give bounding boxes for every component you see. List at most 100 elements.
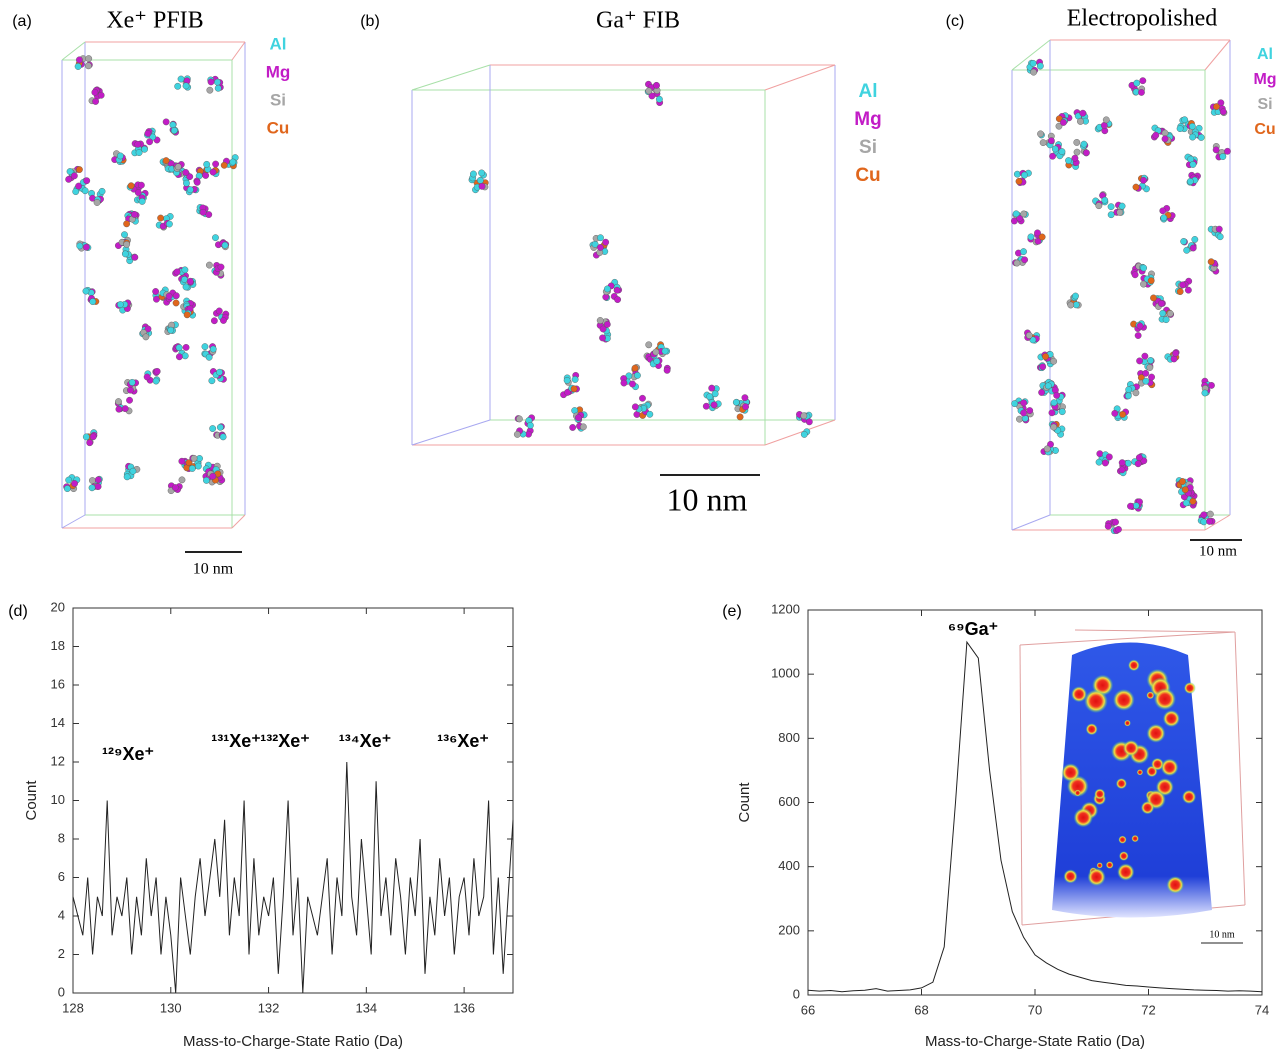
atom — [1051, 145, 1059, 153]
atom — [564, 388, 571, 396]
atom — [1065, 157, 1072, 164]
atom — [209, 472, 217, 480]
box-edge — [764, 419, 836, 446]
peak-annotation: ¹³¹Xe⁺ — [211, 731, 261, 751]
atom — [1060, 119, 1067, 126]
atom — [144, 130, 152, 137]
solute-cluster — [1027, 229, 1046, 246]
atom — [1011, 400, 1019, 408]
atom — [631, 364, 639, 372]
peak-annotation: ¹³⁶Xe⁺ — [437, 731, 489, 751]
atom — [153, 295, 160, 303]
atom — [216, 423, 224, 431]
atom — [800, 431, 808, 438]
atom — [663, 366, 671, 374]
atom — [1034, 229, 1041, 237]
atom — [1179, 281, 1187, 289]
x-tick-label: 134 — [355, 1000, 377, 1015]
solute-cluster — [1055, 112, 1073, 130]
solute-cluster — [560, 371, 580, 399]
atom — [800, 412, 808, 420]
atom — [1118, 466, 1126, 474]
inset-hotspot — [1166, 876, 1185, 894]
atom — [143, 373, 151, 381]
atom — [92, 98, 99, 105]
y-tick-label: 12 — [51, 753, 65, 768]
atom — [1124, 392, 1132, 400]
atom — [128, 379, 136, 386]
inset-map — [1019, 629, 1246, 926]
atom — [1188, 123, 1196, 130]
atom — [142, 333, 150, 341]
atom — [181, 352, 189, 360]
atom — [741, 394, 749, 402]
solute-cluster — [183, 301, 196, 319]
solute-cluster — [72, 177, 91, 196]
atom — [215, 307, 223, 315]
solute-cluster — [88, 187, 106, 206]
atom — [602, 238, 610, 246]
atom — [579, 423, 587, 431]
y-tick-label: 400 — [778, 858, 800, 873]
atom — [1181, 116, 1189, 124]
atom — [603, 320, 611, 328]
atom — [193, 178, 201, 186]
solute-cluster — [1104, 518, 1122, 535]
atom — [98, 187, 106, 195]
legend-label: Si — [859, 137, 877, 158]
solute-cluster — [1012, 248, 1029, 267]
inset-hotspot — [1087, 867, 1106, 887]
atom — [127, 386, 134, 394]
atom — [620, 379, 628, 387]
atom — [70, 172, 78, 180]
solute-cluster — [602, 278, 623, 303]
y-tick-label: 8 — [58, 830, 65, 845]
atom — [97, 91, 105, 99]
peak-annotation: ¹³⁴Xe⁺ — [339, 731, 391, 751]
atom — [1116, 208, 1124, 216]
solute-cluster — [180, 276, 197, 291]
atom — [172, 299, 180, 307]
atom — [165, 292, 173, 300]
atom — [1112, 518, 1119, 526]
panel-title: Ga⁺ FIB — [596, 8, 680, 34]
atom — [214, 84, 222, 92]
atom — [1096, 450, 1104, 458]
atom — [597, 234, 604, 242]
atom — [1159, 207, 1167, 215]
solute-cluster — [1049, 141, 1066, 160]
solute-cluster — [1201, 377, 1215, 397]
box-edge — [61, 514, 86, 529]
y-tick-label: 14 — [51, 715, 65, 730]
atom — [1072, 292, 1079, 300]
legend-label: Cu — [855, 165, 880, 186]
x-tick-label: 130 — [160, 1000, 182, 1015]
atom — [83, 243, 90, 251]
atom — [138, 198, 146, 205]
atom — [652, 348, 660, 356]
atom — [1181, 486, 1189, 494]
atom — [1189, 133, 1196, 141]
solute-cluster — [1132, 174, 1150, 193]
box-edge — [1204, 39, 1231, 71]
atom — [1037, 130, 1044, 138]
atom — [1050, 423, 1058, 431]
atom — [121, 250, 129, 258]
atom — [76, 242, 84, 250]
atom — [172, 292, 180, 300]
atom — [153, 368, 161, 375]
atom — [1049, 152, 1056, 160]
atom — [174, 163, 182, 171]
atom — [629, 380, 636, 388]
solute-cluster — [1150, 294, 1166, 310]
atom — [182, 82, 190, 90]
atom — [1095, 458, 1103, 466]
solute-cluster — [65, 165, 83, 183]
atom — [208, 377, 216, 385]
atom — [1016, 415, 1023, 423]
panel-title: Electropolished — [1067, 6, 1218, 32]
legend-label: Mg — [1253, 71, 1276, 88]
atom — [165, 220, 173, 228]
inset-hotspot — [1085, 723, 1098, 736]
